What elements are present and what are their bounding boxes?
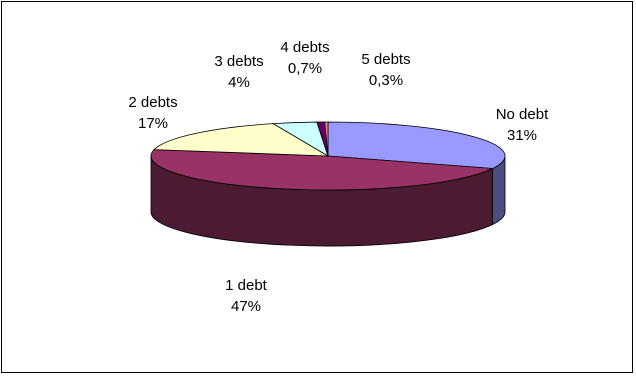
label-2-debts-category: 2 debts — [128, 94, 177, 111]
label-3-debts-percent: 4% — [228, 74, 250, 91]
label-4-debts-percent: 0,7% — [288, 60, 322, 77]
label-1-debt-percent: 47% — [231, 298, 261, 315]
label-no-debt-percent: 31% — [507, 127, 537, 144]
pie-tops — [151, 122, 505, 190]
label-3-debts-category: 3 debts — [214, 53, 263, 70]
label-4-debts-category: 4 debts — [280, 39, 329, 56]
label-5-debts-category: 5 debts — [361, 51, 410, 68]
label-1-debt-category: 1 debt — [225, 277, 268, 294]
label-5-debts-percent: 0,3% — [369, 72, 403, 89]
label-no-debt-category: No debt — [496, 106, 549, 123]
label-2-debts-percent: 17% — [138, 115, 168, 132]
